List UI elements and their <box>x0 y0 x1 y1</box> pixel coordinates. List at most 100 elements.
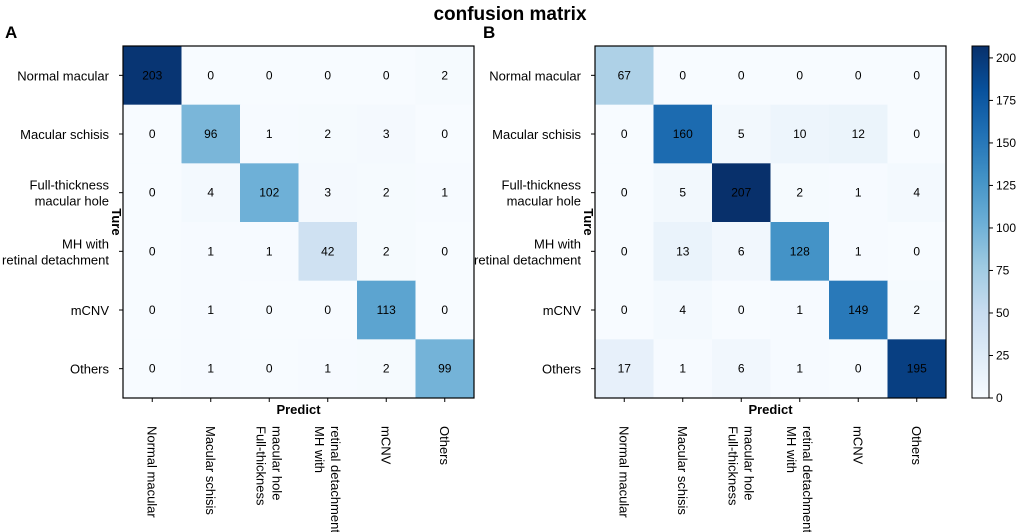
row-label-line: Macular schisis <box>20 127 109 142</box>
matrix-cell <box>829 222 888 282</box>
cell-value: 1 <box>855 186 862 200</box>
panel-label: A <box>5 23 17 42</box>
matrix-cell <box>595 222 654 282</box>
cell-value: 0 <box>266 303 273 317</box>
matrix-cell <box>887 46 947 106</box>
matrix-cell <box>595 46 654 106</box>
figure-title: confusion matrix <box>433 4 587 25</box>
cell-value: 2 <box>383 186 390 200</box>
matrix-cell <box>240 46 299 106</box>
cell-value: 0 <box>441 303 448 317</box>
matrix-cell <box>887 222 947 282</box>
cell-value: 0 <box>149 186 156 200</box>
cell-value: 1 <box>855 244 862 258</box>
column-label-line: Normal macular <box>616 426 631 518</box>
colorbar-tick-label: 125 <box>996 178 1016 192</box>
matrix-frame <box>594 45 947 399</box>
matrix-cell <box>298 280 358 340</box>
cell-value: 42 <box>321 244 335 258</box>
column-label-line: Full-thickness <box>253 426 268 506</box>
matrix-cell <box>181 280 241 340</box>
cell-value: 5 <box>738 127 745 141</box>
cell-value: 128 <box>790 244 810 258</box>
matrix-cell <box>240 280 299 340</box>
cell-value: 4 <box>679 303 686 317</box>
matrix-cell <box>887 163 947 223</box>
cell-value: 67 <box>618 68 632 82</box>
column-label: Full-thicknessmacular hole <box>253 426 284 506</box>
matrix-cell <box>415 163 475 223</box>
row-label-line: Normal macular <box>489 68 581 83</box>
matrix-cell <box>123 222 182 282</box>
matrix-cell <box>653 339 713 399</box>
column-label-line: macular hole <box>741 426 756 500</box>
column-label-line: retinal detachment <box>800 426 815 532</box>
cell-value: 99 <box>438 362 452 376</box>
cell-value: 207 <box>731 186 751 200</box>
row-label-line: MH with <box>62 236 109 251</box>
row-label-line: mCNV <box>71 303 110 318</box>
cell-value: 0 <box>266 362 273 376</box>
matrix-cell <box>653 163 713 223</box>
matrix-cell <box>829 339 888 399</box>
matrix-cell <box>887 339 947 399</box>
matrix-cell <box>123 163 182 223</box>
row-label: Others <box>70 362 110 377</box>
cell-value: 1 <box>796 362 803 376</box>
matrix-cell <box>298 222 358 282</box>
matrix-cell <box>357 104 416 164</box>
matrix-cell <box>298 163 358 223</box>
cell-value: 3 <box>383 127 390 141</box>
cell-value: 1 <box>207 244 214 258</box>
cell-value: 0 <box>621 244 628 258</box>
cell-value: 0 <box>324 303 331 317</box>
row-label-line: retinal detachment <box>2 252 109 267</box>
row-label: Full-thickness macular hole <box>502 178 582 209</box>
cell-value: 0 <box>383 68 390 82</box>
colorbar-scale <box>971 45 990 399</box>
matrix-cell <box>298 339 358 399</box>
matrix-panel-b: B67 0 0 0 0 00 160 5 10 12 00 5 207 2 1 40 13 6 128 1 00 4 0 1 1… <box>474 23 947 532</box>
matrix-cell <box>653 222 713 282</box>
matrix-cell <box>829 280 888 340</box>
matrix-cell <box>770 46 830 106</box>
row-label: Macular schisis <box>20 127 109 142</box>
matrix-cell <box>712 339 771 399</box>
cell-value: 0 <box>621 127 628 141</box>
cell-value: 113 <box>377 303 396 317</box>
column-label: Macular schisis <box>203 426 218 515</box>
cell-value: 0 <box>913 127 920 141</box>
matrix-cell <box>712 104 771 164</box>
cell-value: 1 <box>679 362 686 376</box>
matrix-cell <box>357 280 416 340</box>
row-label-line: macular hole <box>35 194 109 209</box>
row-label: Others <box>542 362 582 377</box>
matrix-cell <box>123 46 182 106</box>
cell-value: 13 <box>676 244 690 258</box>
matrix-cell <box>770 163 830 223</box>
matrix-cell <box>357 222 416 282</box>
matrix-cell <box>595 280 654 340</box>
column-label-line: Full-thickness <box>725 426 740 506</box>
matrix-cell <box>181 46 241 106</box>
matrix-cell <box>415 339 475 399</box>
cell-value: 0 <box>441 244 448 258</box>
row-label-line: Full-thickness <box>502 178 582 193</box>
matrix-cell <box>653 280 713 340</box>
matrix-cell <box>712 222 771 282</box>
row-label-line: Macular schisis <box>492 127 581 142</box>
matrix-cell <box>770 222 830 282</box>
matrix-cell <box>181 163 241 223</box>
cell-value: 12 <box>852 127 866 141</box>
column-label-line: Macular schisis <box>203 426 218 515</box>
matrix-cell <box>829 104 888 164</box>
matrix-cell <box>357 46 416 106</box>
cell-value: 195 <box>907 362 927 376</box>
matrix-cell <box>415 222 475 282</box>
matrix-cell <box>123 280 182 340</box>
row-label: Macular schisis <box>492 127 581 142</box>
column-label-line: macular hole <box>269 426 284 500</box>
row-label: mCNV <box>71 303 110 318</box>
cell-value: 102 <box>259 186 279 200</box>
x-axis-label: Predict <box>276 402 321 417</box>
